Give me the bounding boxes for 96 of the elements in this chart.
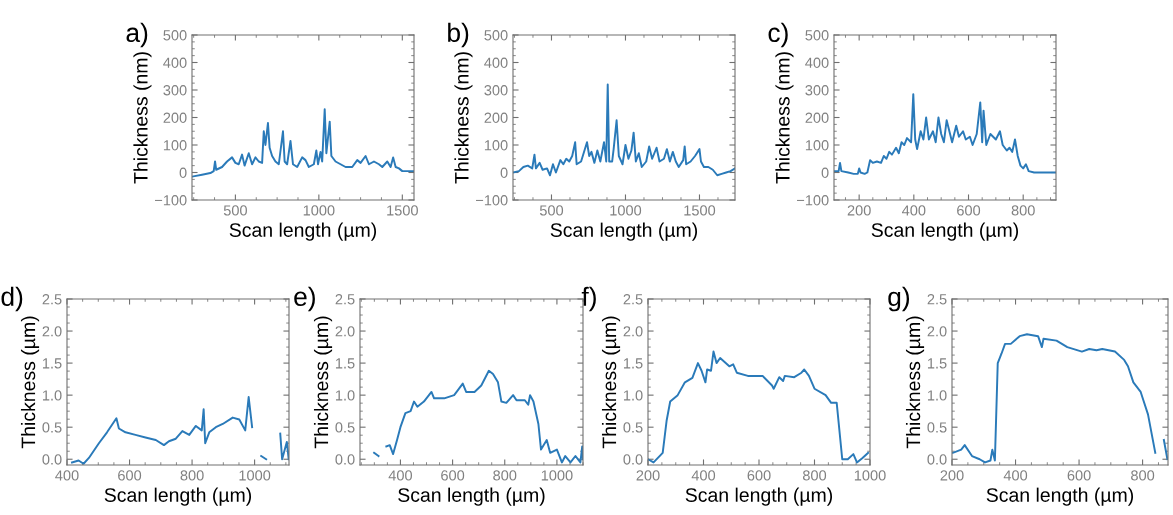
- x-tick-label: 600: [441, 470, 465, 481]
- y-tick-label: 300: [805, 85, 829, 96]
- y-tick-label: 0: [821, 167, 829, 178]
- x-tick-label: 1500: [387, 205, 418, 216]
- x-tick-label: 1500: [684, 205, 716, 216]
- y-tick-label: 300: [484, 85, 508, 96]
- y-tick-label: 1.5: [42, 358, 62, 369]
- x-tick-label: 800: [180, 470, 204, 481]
- y-tick-label: 0: [500, 167, 508, 178]
- y-tick-label: 2.0: [335, 326, 355, 337]
- line-series: [513, 83, 735, 177]
- y-tick-label: 1.5: [927, 358, 947, 369]
- y-tick-label: 0: [179, 167, 187, 178]
- x-tick-label: 1000: [541, 470, 573, 481]
- y-axis-title: Thickness (nm): [454, 52, 473, 184]
- x-axis-title: Scan length (µm): [104, 487, 252, 506]
- x-tick-label: 800: [1011, 205, 1035, 216]
- y-tick-label: 0.5: [335, 422, 355, 433]
- y-tick-label: 2.5: [927, 294, 947, 305]
- y-axis-title: Thickness (nm): [133, 52, 152, 184]
- y-tick-label: 0.5: [42, 422, 62, 433]
- x-tick-label: 1000: [854, 470, 886, 481]
- line-series: [192, 108, 414, 178]
- x-tick-label: 400: [55, 470, 79, 481]
- x-axis-title: Scan length (µm): [986, 487, 1134, 506]
- x-tick-label: 200: [636, 470, 660, 481]
- y-tick-label: 500: [163, 30, 187, 41]
- y-tick-label: 0.5: [623, 422, 643, 433]
- x-axis-title: Scan length (µm): [398, 487, 545, 506]
- chart-title: e): [294, 286, 315, 312]
- y-tick-label: −100: [155, 195, 187, 206]
- x-tick-label: 200: [940, 470, 964, 481]
- y-tick-label: 2.5: [335, 294, 355, 305]
- y-tick-label: 2.0: [623, 326, 643, 337]
- y-tick-label: −100: [476, 195, 508, 206]
- y-tick-label: 0.5: [927, 422, 947, 433]
- chart-title: g): [888, 286, 910, 312]
- y-tick-label: 200: [805, 112, 829, 123]
- x-axis-title: Scan length (µm): [229, 222, 377, 241]
- chart-title: f): [581, 286, 596, 312]
- y-tick-label: 0.0: [335, 454, 355, 465]
- x-tick-label: 800: [802, 470, 827, 481]
- chart-title: b): [448, 22, 469, 48]
- x-tick-label: 800: [493, 470, 517, 481]
- y-tick-label: 400: [805, 57, 829, 68]
- x-tick-label: 1000: [303, 205, 335, 216]
- x-tick-label: 400: [902, 205, 926, 216]
- y-tick-label: 0.0: [927, 454, 947, 465]
- y-axis-title: Thickness (µm): [313, 316, 333, 449]
- x-axis-title: Scan length (µm): [550, 222, 698, 241]
- y-tick-label: 1.5: [623, 358, 643, 369]
- y-tick-label: 100: [163, 140, 187, 151]
- x-tick-label: 1000: [239, 470, 271, 481]
- y-tick-label: 1.0: [927, 390, 947, 401]
- x-tick-label: 800: [1131, 470, 1155, 481]
- y-tick-label: 2.0: [42, 326, 62, 337]
- y-tick-label: 200: [163, 112, 187, 123]
- x-tick-label: 400: [1003, 470, 1028, 481]
- y-tick-label: 100: [805, 140, 829, 151]
- chart-title: c): [768, 22, 788, 48]
- y-axis-title: Thickness (µm): [905, 316, 925, 449]
- y-tick-label: 1.5: [335, 358, 355, 369]
- x-tick-label: 200: [847, 205, 871, 216]
- x-tick-label: 1000: [610, 205, 642, 216]
- y-tick-label: 100: [484, 140, 508, 151]
- x-tick-label: 600: [957, 205, 981, 216]
- x-tick-label: 500: [539, 205, 564, 216]
- y-tick-label: −100: [797, 195, 829, 206]
- chart-title: a): [126, 22, 148, 48]
- y-axis-title: Thickness (µm): [20, 316, 40, 449]
- y-tick-label: 0.0: [623, 454, 643, 465]
- x-tick-label: 600: [747, 470, 771, 481]
- y-tick-label: 500: [484, 30, 508, 41]
- y-tick-label: 400: [484, 57, 508, 68]
- y-tick-label: 1.0: [623, 390, 643, 401]
- x-tick-label: 400: [691, 470, 716, 481]
- y-tick-label: 200: [484, 112, 508, 123]
- y-tick-label: 1.0: [335, 390, 355, 401]
- x-tick-label: 400: [388, 470, 413, 481]
- x-tick-label: 600: [118, 470, 142, 481]
- y-tick-label: 2.5: [42, 294, 62, 305]
- x-tick-label: 600: [1067, 470, 1091, 481]
- y-tick-label: 1.0: [42, 390, 62, 401]
- y-axis-title: Thickness (nm): [775, 52, 794, 184]
- y-tick-label: 0.0: [42, 454, 62, 465]
- y-tick-label: 2.0: [927, 326, 947, 337]
- line-series: [834, 93, 1056, 175]
- x-axis-title: Scan length (µm): [871, 222, 1019, 241]
- x-tick-label: 500: [223, 205, 247, 216]
- chart-title: d): [1, 286, 23, 312]
- y-tick-label: 300: [163, 85, 187, 96]
- y-axis-title: Thickness (µm): [601, 316, 621, 449]
- y-tick-label: 2.5: [623, 294, 643, 305]
- y-tick-label: 400: [163, 57, 187, 68]
- y-tick-label: 500: [805, 30, 829, 41]
- x-axis-title: Scan length (µm): [685, 487, 833, 506]
